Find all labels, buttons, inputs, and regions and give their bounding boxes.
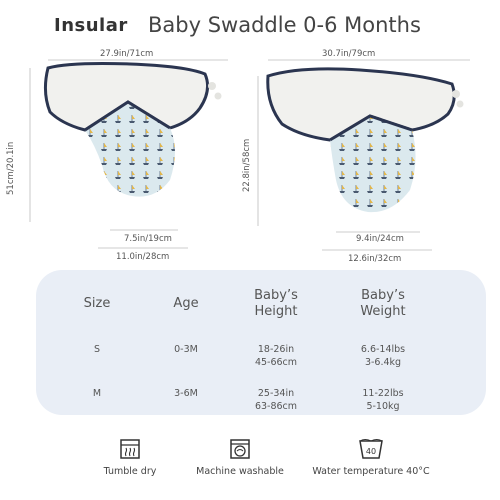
care-water-temperature: 40 Water temperature 40°C <box>306 438 436 477</box>
right-top-width-label: 30.7in/79cm <box>322 49 376 59</box>
table-row-s-weight: 6.6-14lbs 3-6.4kg <box>346 343 420 369</box>
left-top-width-label: 27.9in/71cm <box>100 49 154 59</box>
care-label-machine-wash: Machine washable <box>196 466 284 477</box>
swaddle-small <box>43 62 222 197</box>
left-height-label: 51cm/20.1in <box>6 141 16 195</box>
left-bottom-outer-label: 11.0in/28cm <box>116 252 170 262</box>
care-tumble-dry: Tumble dry <box>100 438 160 477</box>
care-label-water-temperature: Water temperature 40°C <box>312 466 430 477</box>
table-row-s-size: S <box>93 344 101 355</box>
right-bottom-outer-label: 12.6in/32cm <box>348 254 402 264</box>
right-bottom-inner-label: 9.4in/24cm <box>356 234 404 244</box>
row-m-weight-kg: 5-10kg <box>366 401 400 412</box>
table-row-m-height: 25-34in 63-86cm <box>241 387 311 413</box>
machine-wash-icon <box>230 439 250 459</box>
row-m-height-cm: 63-86cm <box>254 401 298 412</box>
row-s-weight-kg: 3-6.4kg <box>364 357 402 368</box>
row-s-height-cm: 45-66cm <box>254 357 298 368</box>
row-m-height-in: 25-34in <box>257 388 295 399</box>
brand-logo: Insular <box>54 15 128 36</box>
care-label-tumble-dry: Tumble dry <box>103 466 157 477</box>
water-temperature-icon: 40 <box>359 439 383 459</box>
tumble-dry-icon <box>120 439 140 459</box>
header-size: Size <box>83 296 111 311</box>
size-table: Size Age Baby’s Height Baby’s Weight S 0… <box>36 270 486 415</box>
table-row-s-age: 0-3M <box>174 344 198 355</box>
right-height-label: 22.8in/58cm <box>242 138 252 192</box>
care-machine-wash: Machine washable <box>190 438 290 477</box>
header: Insular Baby Swaddle 0-6 Months <box>0 0 500 50</box>
row-m-weight-lbs: 11-22lbs <box>362 388 404 399</box>
swaddle-medium <box>266 67 464 213</box>
header-height-line1: Baby’s <box>254 288 298 303</box>
header-height-line2: Height <box>254 304 298 319</box>
header-weight: Baby’s Weight <box>346 288 420 320</box>
left-bottom-inner-label: 7.5in/19cm <box>124 234 172 244</box>
table-row-m-size: M <box>92 388 102 399</box>
table-row-s-height: 18-26in 45-66cm <box>241 343 311 369</box>
page-title: Baby Swaddle 0-6 Months <box>148 13 421 37</box>
swaddle-diagrams <box>29 59 470 251</box>
table-row-m-weight: 11-22lbs 5-10kg <box>346 387 420 413</box>
header-age: Age <box>173 296 199 311</box>
temperature-value: 40 <box>366 447 376 456</box>
row-s-weight-lbs: 6.6-14lbs <box>360 344 406 355</box>
header-weight-line2: Weight <box>360 304 406 319</box>
table-row-m-age: 3-6M <box>174 388 198 399</box>
header-weight-line1: Baby’s <box>361 288 405 303</box>
header-height: Baby’s Height <box>241 288 311 320</box>
row-s-height-in: 18-26in <box>257 344 295 355</box>
